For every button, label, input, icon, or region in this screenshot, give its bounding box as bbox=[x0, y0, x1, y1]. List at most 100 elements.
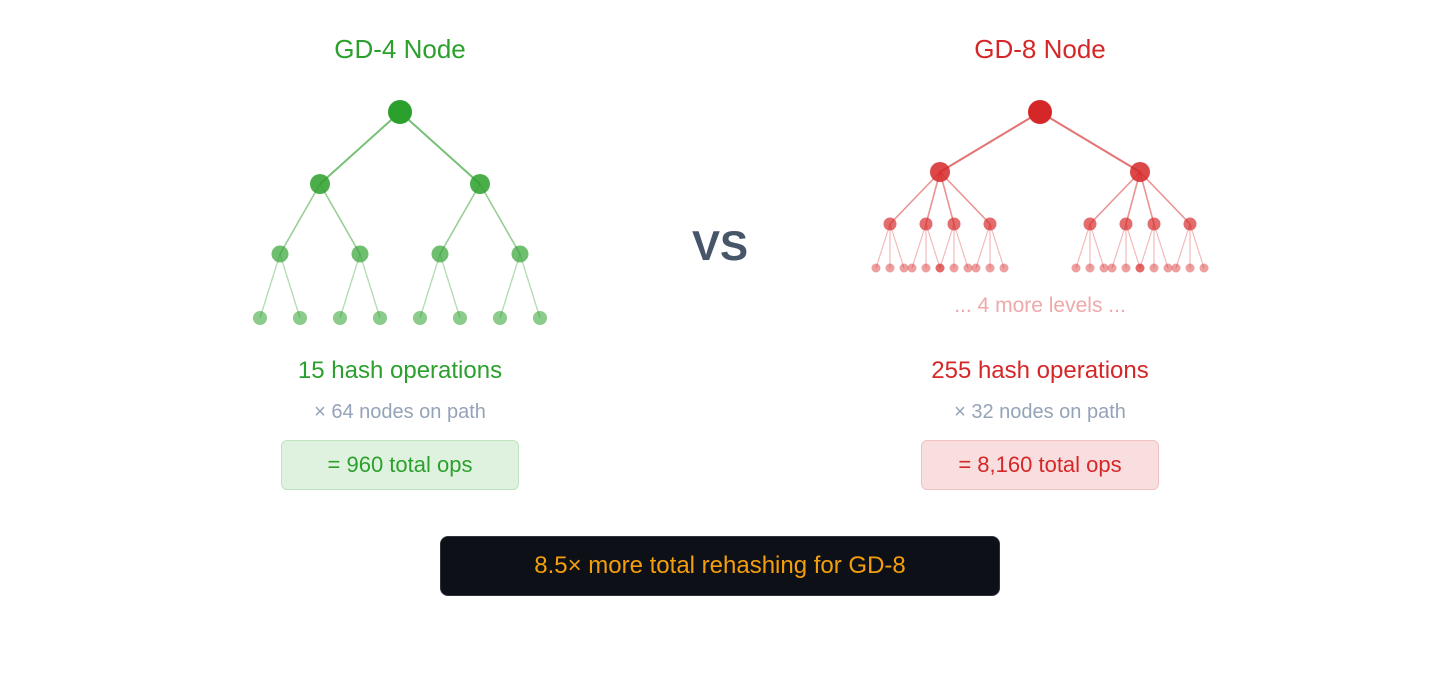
gd4-tree-node bbox=[293, 311, 307, 325]
gd8-tree-node bbox=[919, 217, 933, 231]
gd8-tree-node bbox=[1130, 162, 1150, 182]
gd8-tree-edge bbox=[1175, 223, 1191, 269]
gd8-tree-node bbox=[1119, 217, 1133, 231]
gd4-tree-node bbox=[470, 174, 490, 194]
gd8-tree-edge bbox=[953, 223, 969, 269]
gd8-tree-node bbox=[971, 263, 981, 273]
gd8-tree-node bbox=[935, 263, 945, 273]
gd8-tree-node bbox=[1171, 263, 1181, 273]
gd4-tree-edge bbox=[439, 183, 481, 255]
gd4-tree-node bbox=[431, 245, 449, 263]
gd8-tree-edge bbox=[1039, 111, 1141, 173]
gd8-tree-edge bbox=[939, 111, 1041, 173]
gd8-tree-edge bbox=[1125, 223, 1141, 269]
gd8-tree-edge bbox=[1189, 223, 1205, 269]
gd4-tree-node bbox=[511, 245, 529, 263]
gd4-tree-node bbox=[351, 245, 369, 263]
gd4-hash-ops: 15 hash operations bbox=[297, 357, 503, 384]
gd8-tree-edge bbox=[975, 223, 991, 269]
gd8-tree-node bbox=[935, 263, 945, 273]
gd4-tree-node bbox=[310, 174, 330, 194]
gd8-tree-edge bbox=[939, 171, 955, 225]
gd4-tree-edge bbox=[499, 253, 521, 319]
gd8-multiplier: × 32 nodes on path bbox=[954, 401, 1126, 423]
gd8-tree-edge bbox=[989, 223, 1005, 269]
gd4-tree-edge bbox=[279, 183, 321, 255]
gd8-tree-node bbox=[963, 263, 973, 273]
gd4-total-box: = 960 total ops bbox=[281, 440, 519, 490]
gd4-tree-edge bbox=[479, 183, 521, 255]
gd8-tree-node bbox=[1099, 263, 1109, 273]
gd4-tree-edge bbox=[519, 253, 541, 319]
gd8-total-text: = 8,160 total ops bbox=[958, 452, 1122, 477]
gd8-tree-node bbox=[983, 217, 997, 231]
gd4-multiplier: × 64 nodes on path bbox=[314, 401, 486, 423]
gd8-tree-edge bbox=[1075, 223, 1091, 269]
gd8-tree-node bbox=[930, 162, 950, 182]
summary-banner-text: 8.5× more total rehashing for GD-8 bbox=[534, 552, 906, 579]
gd4-tree-edge bbox=[339, 253, 361, 319]
gd8-root-node bbox=[1028, 100, 1052, 124]
gd4-tree-node bbox=[253, 311, 267, 325]
more-levels-note: ... 4 more levels ... bbox=[954, 294, 1126, 317]
gd8-tree-node bbox=[907, 263, 917, 273]
gd4-tree-edge bbox=[319, 111, 401, 185]
gd4-total-text: = 960 total ops bbox=[327, 452, 473, 477]
gd4-tree-edge bbox=[399, 111, 481, 185]
gd4-tree-node bbox=[493, 311, 507, 325]
gd4-title: GD-4 Node bbox=[334, 34, 466, 64]
gd8-tree-node bbox=[1085, 263, 1095, 273]
gd8-tree-edge bbox=[889, 171, 941, 225]
gd8-tree-node bbox=[899, 263, 909, 273]
gd8-total-box: = 8,160 total ops bbox=[921, 440, 1159, 490]
gd8-tree-node bbox=[883, 217, 897, 231]
gd8-tree-node bbox=[1199, 263, 1209, 273]
gd8-tree-node bbox=[1107, 263, 1117, 273]
gd8-tree-edge bbox=[1125, 171, 1141, 225]
vs-label: VS bbox=[691, 222, 749, 269]
gd8-tree-edge bbox=[925, 223, 941, 269]
gd8-tree-edge bbox=[875, 223, 891, 269]
gd4-tree-node bbox=[373, 311, 387, 325]
gd4-tree-node bbox=[453, 311, 467, 325]
gd4-tree-edge bbox=[259, 253, 281, 319]
summary-banner: 8.5× more total rehashing for GD-8 bbox=[440, 536, 1000, 596]
gd8-tree-node bbox=[947, 217, 961, 231]
gd8-tree-node bbox=[1121, 263, 1131, 273]
gd4-tree-node bbox=[413, 311, 427, 325]
gd8-title: GD-8 Node bbox=[974, 34, 1106, 64]
gd4-tree-edge bbox=[359, 253, 381, 319]
gd8-tree-edge bbox=[1139, 171, 1155, 225]
gd8-tree-node bbox=[885, 263, 895, 273]
gd4-tree-node bbox=[533, 311, 547, 325]
gd8-tree-node bbox=[1135, 263, 1145, 273]
gd8-hash-ops: 255 hash operations bbox=[931, 357, 1149, 384]
gd4-tree-edge bbox=[279, 253, 301, 319]
gd4-root-node bbox=[388, 100, 412, 124]
gd8-tree-edge bbox=[1153, 223, 1169, 269]
gd8-tree-edge bbox=[1089, 223, 1105, 269]
gd8-tree-edge bbox=[1089, 171, 1141, 225]
gd8-tree-edge bbox=[1139, 171, 1191, 225]
gd8-tree-node bbox=[1163, 263, 1173, 273]
gd8-tree-edge bbox=[925, 171, 941, 225]
gd8-tree-node bbox=[1071, 263, 1081, 273]
gd8-tree-node bbox=[1083, 217, 1097, 231]
gd8-tree-node bbox=[1135, 263, 1145, 273]
gd8-tree-edge bbox=[1139, 223, 1155, 269]
gd4-tree-edge bbox=[439, 253, 461, 319]
gd8-tree-edge bbox=[939, 223, 955, 269]
gd8-tree-node bbox=[985, 263, 995, 273]
gd8-tree-node bbox=[949, 263, 959, 273]
gd8-tree-edge bbox=[1111, 223, 1127, 269]
gd8-tree-edge bbox=[889, 223, 905, 269]
gd4-tree-node bbox=[271, 245, 289, 263]
gd8-tree-node bbox=[1185, 263, 1195, 273]
gd8-tree-node bbox=[999, 263, 1009, 273]
gd8-tree-node bbox=[871, 263, 881, 273]
gd8-tree-edge bbox=[911, 223, 927, 269]
gd8-tree-node bbox=[1149, 263, 1159, 273]
gd4-tree-edge bbox=[419, 253, 441, 319]
gd8-tree-edge bbox=[939, 171, 991, 225]
